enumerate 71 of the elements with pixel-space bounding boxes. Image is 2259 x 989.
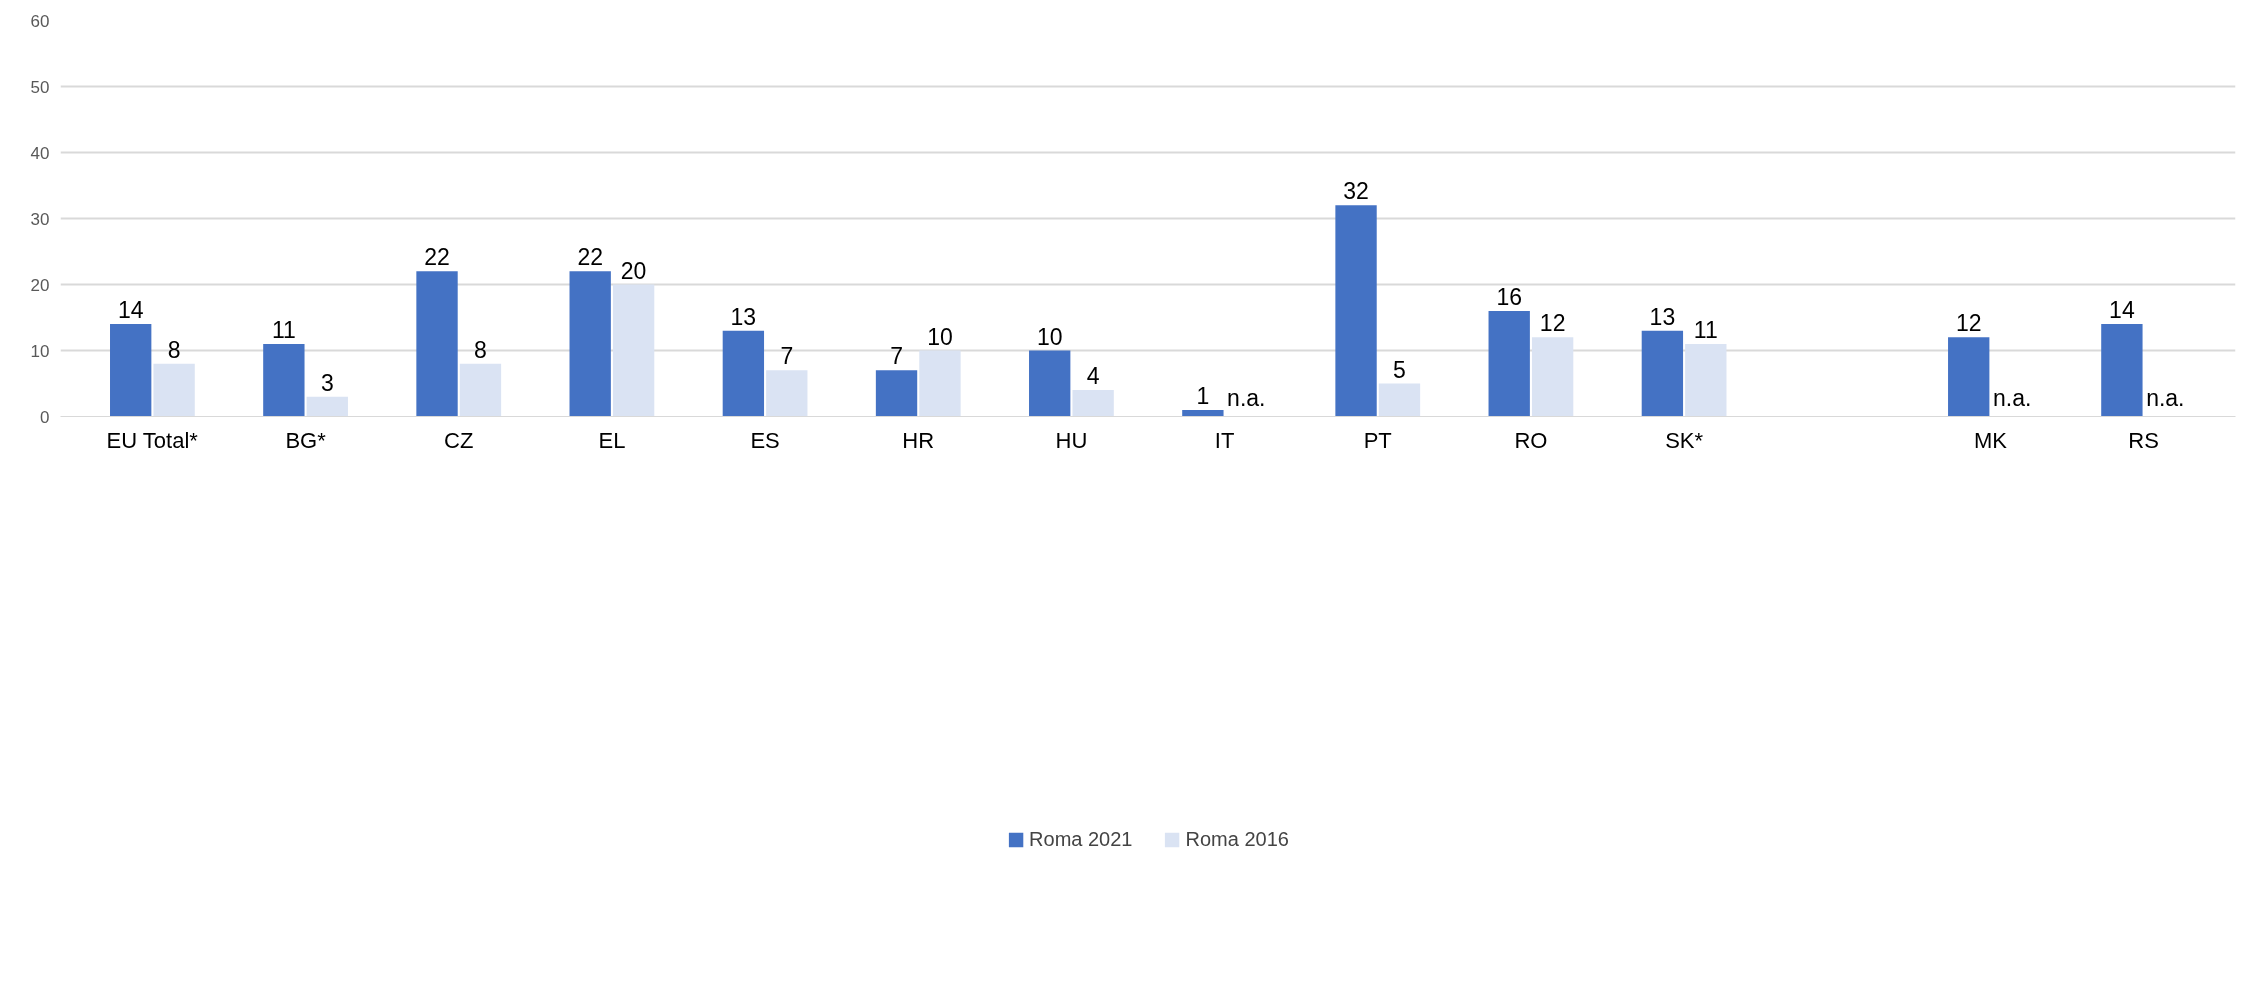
x-tick-label: HU — [1055, 427, 1088, 453]
data-label: 5 — [1393, 356, 1406, 383]
data-label: 32 — [1343, 178, 1369, 205]
data-label: 20 — [620, 257, 647, 284]
bar — [2101, 324, 2143, 417]
bar — [459, 363, 502, 417]
bar — [1641, 330, 1684, 417]
bar — [153, 363, 195, 417]
x-tick-label: RO — [1514, 427, 1548, 453]
bar — [1531, 337, 1574, 417]
bar — [306, 396, 348, 417]
x-tick-label: RS — [2128, 427, 2159, 453]
bar — [1072, 390, 1114, 417]
data-label: 16 — [1496, 283, 1523, 310]
x-tick-label: SK* — [1665, 427, 1704, 453]
bar — [875, 370, 918, 417]
y-tick-label: 60 — [30, 11, 50, 31]
data-label: 4 — [1086, 363, 1100, 390]
data-label: 7 — [890, 343, 903, 370]
x-tick-label: EL — [598, 427, 626, 453]
data-label: 12 — [1539, 310, 1566, 337]
x-tick-label: IT — [1214, 427, 1235, 453]
bar — [1948, 337, 1990, 417]
x-tick-label: MK — [1973, 427, 2008, 453]
bar — [766, 370, 808, 417]
data-label: 8 — [167, 336, 181, 363]
x-tick-label: HR — [902, 427, 935, 453]
data-label: 8 — [474, 336, 487, 363]
bar — [919, 350, 961, 417]
data-label: 11 — [1693, 316, 1718, 343]
bar — [1488, 310, 1530, 417]
y-tick-label: 40 — [30, 143, 50, 163]
bar — [1182, 409, 1224, 417]
data-label: 12 — [1955, 310, 1982, 337]
bar — [1685, 343, 1727, 417]
legend-label: Roma 2016 — [1185, 827, 1289, 851]
y-tick-label: 10 — [30, 341, 50, 361]
text: n.a. — [2146, 384, 2185, 411]
x-tick-label: EU Total* — [106, 427, 199, 453]
data-label: 3 — [320, 369, 334, 396]
data-label: 13 — [730, 303, 757, 330]
data-label: 22 — [577, 244, 603, 271]
bar — [110, 324, 152, 417]
bar — [416, 271, 458, 417]
x-tick-label: CZ — [444, 427, 474, 453]
legend-label: Roma 2021 — [1029, 827, 1133, 851]
x-tick-label: ES — [750, 427, 780, 453]
text: n.a. — [1992, 384, 2032, 411]
x-tick-label: PT — [1363, 427, 1392, 453]
data-label: 7 — [780, 343, 794, 370]
bar — [263, 343, 305, 417]
bar — [722, 330, 765, 417]
data-label: 1 — [1196, 382, 1210, 409]
y-tick-label: 50 — [30, 77, 50, 97]
data-label: 22 — [424, 244, 450, 271]
text: n.a. — [1227, 384, 1266, 411]
data-label: 10 — [927, 323, 953, 350]
bar — [1335, 205, 1377, 417]
y-tick-label: 20 — [30, 275, 50, 295]
y-tick-label: 0 — [40, 407, 50, 427]
data-label: 14 — [117, 297, 144, 324]
bar — [612, 284, 655, 417]
data-label: 13 — [1649, 303, 1676, 330]
bar — [1029, 350, 1071, 417]
data-label: 14 — [2109, 297, 2135, 324]
x-tick-label: BG* — [285, 427, 327, 453]
data-label: 10 — [1036, 323, 1063, 350]
data-label: 11 — [271, 316, 296, 343]
bar — [1378, 383, 1421, 417]
bar — [569, 271, 611, 417]
y-tick-label: 30 — [30, 209, 50, 229]
